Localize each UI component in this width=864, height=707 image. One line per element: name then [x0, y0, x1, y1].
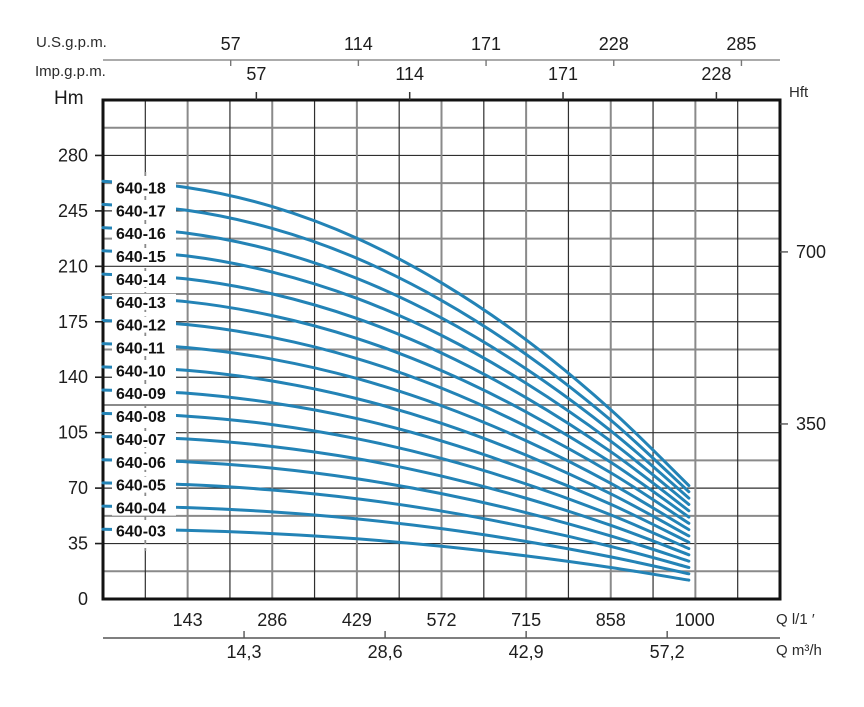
- curve-640-13: [101, 295, 691, 519]
- curve-label-backplate: [112, 362, 176, 379]
- curve-label-640-09: 640-09: [116, 386, 166, 403]
- curve-label-640-15: 640-15: [116, 249, 166, 266]
- curve-label-640-16: 640-16: [116, 226, 166, 243]
- us-gpm-axis-label: U.S.g.p.m.: [36, 34, 107, 51]
- curve-640-09: [101, 388, 691, 544]
- top-axis-us-gpm: 57 114 171 228 285: [103, 34, 780, 66]
- curve-label-640-05: 640-05: [116, 478, 166, 495]
- imp-gpm-axis-label: Imp.g.p.m.: [35, 63, 106, 80]
- curve-label-640-13: 640-13: [116, 295, 166, 312]
- hm-tick-label: 70: [68, 478, 88, 498]
- flow-lpm-axis-label: Q l/1 ′: [776, 611, 815, 628]
- curve-label-backplate: [112, 499, 176, 516]
- lpm-tick-label: 143: [173, 610, 203, 630]
- curve-labels: 640-18 640-17 640-16 640-15 640-14 640-13 640-…: [112, 179, 176, 540]
- curve-640-08: [101, 411, 691, 551]
- curve-640-07: [101, 434, 691, 557]
- curve-640-04: [101, 504, 691, 576]
- curve-label-backplate: [112, 476, 176, 493]
- curve-label-640-14: 640-14: [116, 272, 166, 289]
- m3h-tick-label: 14,3: [227, 642, 262, 662]
- curve-label-backplate: [112, 293, 176, 310]
- curve-label-backplate: [112, 316, 176, 333]
- curve-label-backplate: [112, 225, 176, 242]
- curve-label-640-06: 640-06: [116, 455, 166, 472]
- curve-label-backplate: [112, 385, 176, 402]
- lpm-tick-label: 286: [257, 610, 287, 630]
- curve-label-640-10: 640-10: [116, 363, 166, 380]
- curve-label-640-08: 640-08: [116, 409, 166, 426]
- curve-640-03: [101, 527, 691, 582]
- hm-tick-label: 245: [58, 201, 88, 221]
- hm-tick-label: 210: [58, 256, 88, 276]
- hm-tick-label: 280: [58, 145, 88, 165]
- us-gpm-tick-label: 228: [599, 34, 629, 54]
- curve-640-14: [101, 272, 691, 513]
- curve-640-06: [101, 458, 691, 563]
- plot-border: [101, 98, 782, 601]
- curve-640-15: [101, 249, 691, 506]
- curve-label-backplate: [112, 271, 176, 288]
- hm-tick-label: 105: [58, 423, 88, 443]
- us-gpm-tick-label: 285: [726, 34, 756, 54]
- curve-label-640-18: 640-18: [116, 181, 166, 198]
- pump-curves: [101, 179, 691, 582]
- curve-label-640-07: 640-07: [116, 432, 166, 449]
- top-axis-imp-gpm: 57 114 171 228: [246, 64, 731, 100]
- curve-label-backplate: [112, 179, 176, 196]
- curve-label-640-17: 640-17: [116, 203, 166, 220]
- curve-640-12: [101, 319, 691, 525]
- hm-tick-label: 175: [58, 312, 88, 332]
- hm-tick-label: 140: [58, 367, 88, 387]
- us-gpm-tick-label: 114: [344, 34, 373, 54]
- imp-gpm-tick-label: 57: [246, 64, 266, 84]
- hft-tick-label: 350: [796, 414, 826, 434]
- lpm-tick-label: 572: [426, 610, 456, 630]
- m3h-tick-label: 42,9: [509, 642, 544, 662]
- curve-label-backplate: [112, 248, 176, 265]
- hft-tick-label: 700: [796, 242, 826, 262]
- curve-label-backplate: [112, 431, 176, 448]
- head-ft-axis-label: Hft: [789, 84, 809, 101]
- us-gpm-tick-label: 57: [221, 34, 241, 54]
- imp-gpm-tick-label: 171: [548, 64, 578, 84]
- curve-640-11: [101, 342, 691, 532]
- imp-gpm-tick-label: 228: [701, 64, 731, 84]
- m3h-tick-label: 28,6: [368, 642, 403, 662]
- curve-640-10: [101, 365, 691, 538]
- curve-640-18: [101, 179, 691, 488]
- curve-label-backplate: [112, 339, 176, 356]
- lpm-tick-label: 715: [511, 610, 541, 630]
- head-m-axis-label: Hm: [54, 88, 84, 109]
- curve-label-backplate: [112, 453, 176, 470]
- hm-tick-label: 35: [68, 534, 88, 554]
- curve-640-16: [101, 226, 691, 500]
- curve-label-backplate: [112, 202, 176, 219]
- lpm-tick-label: 429: [342, 610, 372, 630]
- curve-label-640-03: 640-03: [116, 523, 166, 540]
- curve-label-backplate: [112, 408, 176, 425]
- us-gpm-tick-label: 171: [471, 34, 501, 54]
- left-axis-hm: 0 35 70 105 140 175 210 245 280: [58, 145, 103, 609]
- curve-label-backplate: [112, 522, 176, 539]
- imp-gpm-tick-label: 114: [395, 64, 424, 84]
- hm-tick-label: 0: [78, 589, 88, 609]
- curve-label-640-04: 640-04: [116, 501, 166, 518]
- bottom-axis-m3h: 14,3 28,6 42,9 57,2: [103, 631, 780, 662]
- lpm-tick-label: 1000: [675, 610, 715, 630]
- bottom-axis-lpm: 143 286 429 572 715 858 1000: [173, 610, 715, 630]
- flow-m3h-axis-label: Q m³/h: [776, 642, 822, 659]
- m3h-tick-label: 57,2: [650, 642, 685, 662]
- curve-label-640-12: 640-12: [116, 318, 166, 335]
- curve-640-05: [101, 481, 691, 569]
- lpm-tick-label: 858: [596, 610, 626, 630]
- right-axis-hft: 700 350: [780, 242, 826, 434]
- curve-640-17: [101, 202, 691, 494]
- curve-label-640-11: 640-11: [116, 341, 165, 358]
